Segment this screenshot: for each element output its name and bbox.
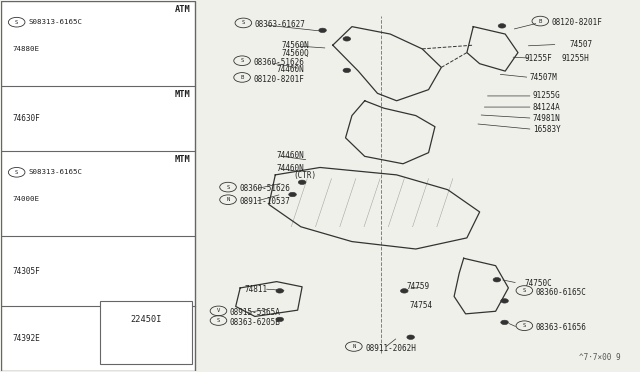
Text: 08120-8201F: 08120-8201F bbox=[253, 75, 305, 84]
Circle shape bbox=[493, 278, 500, 282]
Text: V: V bbox=[217, 308, 220, 313]
Text: ^7·7×00 9: ^7·7×00 9 bbox=[579, 353, 620, 362]
Circle shape bbox=[298, 180, 306, 185]
Text: S: S bbox=[241, 58, 244, 63]
Text: 74460N: 74460N bbox=[276, 65, 305, 74]
Text: 08363-61627: 08363-61627 bbox=[255, 20, 306, 29]
Text: 74981N: 74981N bbox=[532, 114, 561, 123]
Circle shape bbox=[498, 24, 506, 28]
Text: MTM: MTM bbox=[175, 90, 190, 99]
Text: 74811: 74811 bbox=[244, 285, 268, 294]
Text: 08915-5365A: 08915-5365A bbox=[230, 308, 281, 317]
Text: 91255H: 91255H bbox=[561, 54, 589, 62]
Text: S: S bbox=[523, 323, 526, 328]
Text: B: B bbox=[539, 19, 542, 23]
Text: ATM: ATM bbox=[175, 5, 190, 14]
Text: 74754: 74754 bbox=[410, 301, 433, 310]
Text: 74560N: 74560N bbox=[282, 41, 309, 51]
Text: S: S bbox=[227, 185, 230, 190]
Circle shape bbox=[289, 192, 296, 197]
Text: 91255F: 91255F bbox=[524, 54, 552, 62]
Text: 74560Q: 74560Q bbox=[282, 49, 309, 58]
Circle shape bbox=[343, 37, 351, 41]
Text: 74630F: 74630F bbox=[12, 114, 40, 123]
Text: S: S bbox=[15, 20, 19, 25]
Text: S: S bbox=[242, 20, 245, 25]
Text: 08911-2062H: 08911-2062H bbox=[365, 344, 416, 353]
Circle shape bbox=[401, 289, 408, 293]
Text: MTM: MTM bbox=[175, 155, 190, 164]
Circle shape bbox=[500, 299, 508, 303]
Text: 08911-10537: 08911-10537 bbox=[239, 197, 291, 206]
Circle shape bbox=[343, 68, 351, 73]
Text: 74759: 74759 bbox=[406, 282, 429, 291]
Circle shape bbox=[276, 289, 284, 293]
Text: 74000E: 74000E bbox=[12, 196, 39, 202]
Text: N: N bbox=[352, 344, 355, 349]
Text: 08363-6205B: 08363-6205B bbox=[230, 318, 281, 327]
Text: 16583Y: 16583Y bbox=[532, 125, 561, 134]
Text: S08313-6165C: S08313-6165C bbox=[28, 169, 82, 175]
Text: N: N bbox=[227, 197, 230, 202]
Text: 08363-61656: 08363-61656 bbox=[536, 323, 587, 332]
Text: S08313-6165C: S08313-6165C bbox=[28, 19, 82, 25]
Circle shape bbox=[319, 28, 326, 33]
FancyBboxPatch shape bbox=[100, 301, 192, 364]
Text: 74880E: 74880E bbox=[12, 46, 39, 52]
Text: 74305F: 74305F bbox=[12, 267, 40, 276]
Text: S: S bbox=[523, 288, 526, 293]
Text: (CTR): (CTR) bbox=[293, 171, 316, 180]
Text: 22450I: 22450I bbox=[130, 315, 162, 324]
Text: 74750C: 74750C bbox=[524, 279, 552, 288]
Text: 84124A: 84124A bbox=[532, 103, 561, 112]
FancyBboxPatch shape bbox=[1, 1, 195, 371]
Text: B: B bbox=[241, 75, 244, 80]
Text: 08360-51626: 08360-51626 bbox=[239, 185, 291, 193]
Text: 74392E: 74392E bbox=[12, 334, 40, 343]
Text: 08120-8201F: 08120-8201F bbox=[552, 19, 603, 28]
Text: 74460N: 74460N bbox=[276, 151, 305, 160]
Text: S: S bbox=[15, 170, 19, 175]
Circle shape bbox=[276, 317, 284, 322]
Text: S: S bbox=[217, 318, 220, 323]
Text: 74460N: 74460N bbox=[276, 164, 305, 173]
Circle shape bbox=[407, 335, 415, 339]
Text: 08360-6165C: 08360-6165C bbox=[536, 288, 587, 297]
Circle shape bbox=[500, 320, 508, 325]
Text: 74507M: 74507M bbox=[529, 73, 557, 82]
Text: 08360-51626: 08360-51626 bbox=[253, 58, 305, 67]
Text: 74507: 74507 bbox=[569, 40, 592, 49]
Text: 91255G: 91255G bbox=[532, 92, 561, 100]
